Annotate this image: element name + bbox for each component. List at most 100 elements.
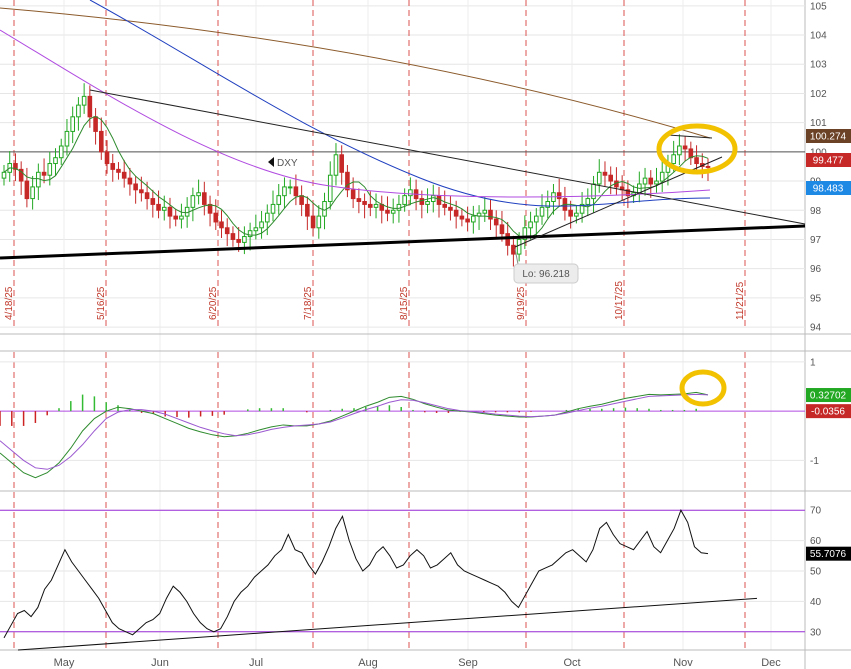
- candle-body: [53, 157, 58, 165]
- candle-body: [156, 203, 161, 211]
- candle-body: [596, 171, 602, 185]
- candle-body: [47, 163, 53, 176]
- candle-body: [242, 236, 247, 243]
- candle-body: [36, 171, 41, 188]
- candle-body: [654, 180, 659, 185]
- candle-body: [579, 203, 585, 214]
- macd-axis-tick: -1: [810, 456, 819, 467]
- candle-body: [705, 165, 711, 168]
- rsi-line: [3, 509, 709, 639]
- candle-body: [488, 209, 493, 220]
- candle-body: [505, 233, 510, 246]
- date-marker-label: 10/17/25: [614, 281, 625, 320]
- candle-body: [471, 215, 476, 223]
- candle-body: [236, 238, 241, 243]
- candle-body: [333, 154, 339, 176]
- candle-body: [81, 95, 87, 106]
- price-tag-label: 99.477: [813, 156, 844, 167]
- candle-body: [150, 198, 156, 205]
- wedge-top-line: [667, 134, 713, 139]
- candle-body: [305, 203, 310, 217]
- macd-highlight-circle: [679, 369, 727, 407]
- candle-body: [482, 209, 488, 214]
- price-axis-tick: 96: [810, 264, 822, 275]
- candle-body: [30, 186, 35, 200]
- date-marker-label: 9/19/25: [516, 286, 527, 320]
- candle-body: [76, 104, 81, 118]
- candle-body: [310, 215, 316, 229]
- candle-body: [224, 227, 230, 235]
- candle-body: [568, 209, 573, 217]
- candle-body: [276, 195, 282, 205]
- candle-body: [585, 198, 591, 205]
- candle-body: [139, 189, 144, 194]
- candle-body: [190, 195, 196, 208]
- date-marker-label: 7/18/25: [303, 286, 314, 320]
- price-axis-tick: 94: [810, 323, 822, 334]
- candle-body: [362, 201, 367, 205]
- candle-body: [116, 168, 121, 173]
- candle-body: [539, 206, 545, 217]
- dxy-label: DXY: [277, 158, 298, 169]
- price-axis-tick: 100: [810, 147, 827, 158]
- candle-body: [253, 227, 259, 232]
- candle-body: [179, 215, 184, 220]
- candle-body: [99, 130, 104, 153]
- candle-body: [287, 186, 293, 189]
- price-tag-label: 98.483: [813, 184, 844, 195]
- price-axis-tick: 98: [810, 206, 822, 217]
- candle-body: [442, 203, 448, 208]
- dxy-label-arrow: [268, 157, 274, 167]
- candle-body: [299, 195, 304, 205]
- candle-body: [659, 171, 665, 182]
- price-axis-tick: 101: [810, 118, 827, 129]
- candle-body: [625, 189, 631, 197]
- candle-body: [694, 157, 699, 165]
- candle-body: [345, 171, 350, 191]
- price-axis-tick: 102: [810, 89, 827, 100]
- candle-body: [264, 212, 270, 223]
- macd-signal-line: [0, 393, 709, 470]
- candle-body: [682, 145, 688, 150]
- candle-body: [545, 201, 551, 208]
- candle-body: [70, 116, 75, 132]
- candle-body: [408, 189, 413, 197]
- candle-body: [219, 221, 224, 229]
- ma-purple: [0, 29, 711, 198]
- candle-body: [373, 203, 379, 208]
- rsi-axis-tick: 30: [810, 627, 822, 638]
- candle-body: [574, 212, 579, 217]
- candle-body: [13, 163, 18, 170]
- candle-body: [161, 206, 167, 211]
- highlight-circle: [656, 123, 738, 175]
- macd-value: 0.32702: [810, 391, 847, 402]
- candle-body: [425, 201, 430, 205]
- low-annotation-pointer: [514, 248, 519, 265]
- month-label: Aug: [358, 657, 378, 669]
- price-tag: [806, 181, 851, 195]
- macd-value-tag: [806, 388, 851, 403]
- candle-body: [327, 174, 333, 203]
- price-tag-label: 100.274: [810, 132, 847, 143]
- low-annotation-box: [513, 263, 579, 284]
- price-panel: [0, 0, 805, 330]
- candle-body: [213, 212, 219, 223]
- candle-body: [602, 171, 608, 176]
- rsi-value-tag: [806, 546, 851, 561]
- low-annotation: Lo: 96.218: [522, 269, 570, 280]
- signal-value: -0.0356: [811, 407, 845, 418]
- price-axis-tick: 103: [810, 60, 827, 71]
- price-tag: [806, 129, 851, 143]
- month-label: Dec: [761, 657, 781, 669]
- price-axis-tick: 105: [810, 1, 827, 12]
- candle-body: [127, 177, 133, 185]
- price-axis-tick: 95: [810, 293, 822, 304]
- candle-body: [322, 201, 327, 217]
- candle-body: [41, 171, 47, 176]
- candle-body: [419, 198, 425, 205]
- candle-body: [282, 186, 287, 197]
- month-label: May: [54, 657, 75, 669]
- candle-body: [24, 180, 30, 200]
- month-label: Jul: [249, 657, 263, 669]
